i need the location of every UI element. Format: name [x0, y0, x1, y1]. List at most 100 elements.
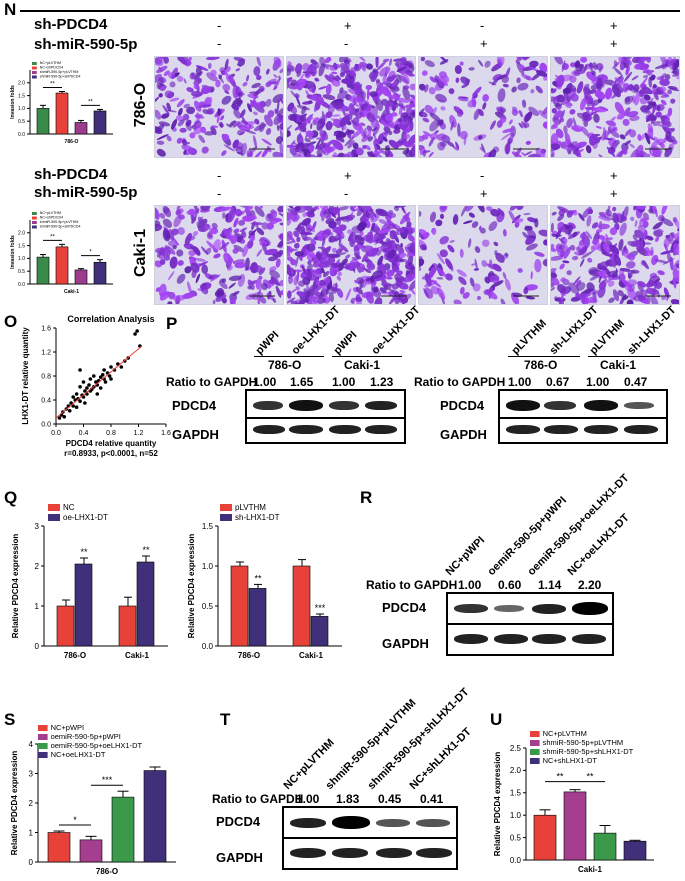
- legend-swatch: [32, 225, 37, 229]
- p-right-ratio-label: Ratio to GAPDH: [414, 375, 506, 389]
- y-label: Relative PDCD4 expression: [10, 751, 19, 856]
- sig-label: *: [89, 250, 92, 256]
- n-row-label-shmir-top: sh-miR-590-5p: [34, 36, 138, 53]
- band: [624, 425, 658, 434]
- data-point: [107, 374, 112, 378]
- p-right-row-gapdh: GAPDH: [440, 427, 487, 442]
- y-tick-label: 1.5: [510, 789, 522, 798]
- legend-swatch: [32, 75, 37, 79]
- n-sign-5b: -: [217, 186, 222, 201]
- band: [376, 819, 410, 827]
- micrograph-texture: [155, 206, 283, 304]
- panel-label-n: N: [4, 0, 17, 19]
- sig-label: ***: [102, 775, 113, 785]
- p-right-ratio-2: 0.67: [546, 375, 570, 389]
- legend-label: sh-LHX1-DT: [235, 513, 280, 522]
- band: [290, 848, 326, 858]
- x-tick-label: 1.2: [134, 430, 144, 437]
- legend-label: shmiR-590-5p+shLHX1-DT: [543, 747, 634, 756]
- y-tick-label: 1.5: [202, 522, 214, 531]
- data-point: [119, 365, 124, 369]
- legend-swatch: [38, 743, 48, 749]
- legend-swatch: [48, 504, 60, 511]
- legend-label: oe-LHX1-DT: [63, 513, 108, 522]
- data-point: [83, 389, 87, 393]
- n-sign-8a: +: [610, 168, 618, 183]
- chart-q-oe: 0 1 2 3 ** 786-O ** Caki-1 Relative PDCD4 expres…: [11, 503, 168, 660]
- stat-label: r=0.8933, p<0.0001, n=52: [64, 449, 158, 458]
- band: [572, 634, 606, 644]
- legend-swatch: [530, 749, 540, 755]
- p-left-row-pdcd4: PDCD4: [172, 398, 217, 413]
- y-tick-label: 3: [35, 522, 40, 531]
- n-row-label-shmir-bottom: sh-miR-590-5p: [34, 184, 138, 201]
- y-tick-label: 0: [29, 858, 34, 867]
- band: [253, 425, 285, 434]
- p-left-blot: [245, 389, 406, 444]
- band: [365, 425, 397, 434]
- sig-label: ***: [315, 603, 326, 613]
- sig-label: **: [556, 772, 564, 782]
- micrograph-786o-3: [418, 56, 548, 158]
- bar-3: [111, 796, 135, 863]
- r-lane-2: oemiR-590-5p+pWPI: [485, 494, 569, 578]
- p-left-group-line-2: [332, 356, 402, 357]
- t-ratio-label: Ratio to GAPDH: [212, 792, 304, 806]
- panel-label-q: Q: [4, 488, 18, 507]
- n-sign-1a: -: [217, 18, 222, 33]
- t-ratio-1: 1.00: [296, 792, 320, 806]
- band: [416, 819, 450, 827]
- x-tick-label: 786-O: [238, 651, 260, 660]
- t-ratio-2: 1.83: [336, 792, 360, 806]
- data-point: [67, 409, 72, 413]
- p-left-ratio-1: 1.00: [253, 375, 277, 389]
- p-left-group-786o: 786-O: [268, 358, 302, 372]
- p-right-ratio-1: 1.00: [508, 375, 532, 389]
- x-label: PDCD4 relative quantity: [66, 439, 157, 448]
- legend-swatch: [38, 752, 48, 758]
- micrograph-786o-2: [286, 56, 416, 158]
- r-blot: [446, 592, 614, 656]
- data-point: [74, 405, 79, 409]
- p-right-lane-3: pLVTHM: [587, 317, 627, 357]
- micrograph-caki-4: [550, 205, 680, 305]
- data-point: [102, 368, 106, 372]
- p-right-group-786o: 786-O: [524, 358, 558, 372]
- p-left-lane-1: pWPI: [253, 329, 282, 357]
- band: [289, 400, 323, 411]
- p-left-lane-3: pWPI: [331, 329, 360, 357]
- bar-NC-Caki-1: [118, 605, 137, 647]
- n-cell-label-caki: Caki-1: [132, 228, 149, 278]
- data-point: [98, 386, 103, 390]
- bar-pLVTHM-Caki-1: [292, 565, 311, 647]
- chart-o-correlation: Correlation Analysis 0.0 0.4 0.8 1.2 1.6 0.0 0.…: [21, 314, 171, 458]
- x-tick-label: Caki-1: [125, 651, 150, 660]
- p-right-ratio-4: 0.47: [624, 375, 648, 389]
- x-tick-label: 786-O: [64, 651, 86, 660]
- micrograph-786o-4: [550, 56, 680, 158]
- y-tick-label: 1.0: [510, 811, 522, 820]
- micrograph-caki-1: [154, 205, 284, 305]
- bar-2: [55, 92, 69, 135]
- bar-1: [36, 108, 50, 135]
- n-sign-8b: +: [610, 186, 618, 201]
- y-tick-label: 1: [35, 602, 40, 611]
- micrograph-texture: [551, 57, 679, 157]
- x-tick-label: 0.0: [51, 430, 61, 437]
- r-ratio-4: 2.20: [578, 578, 602, 592]
- data-point: [71, 404, 75, 408]
- p-right-row-pdcd4: PDCD4: [440, 398, 485, 413]
- bar-sh-LHX1-DT-Caki-1: [310, 616, 329, 647]
- p-left-lane-4: oe-LHX1-DT: [369, 304, 423, 357]
- p-left-ratio-2: 1.65: [290, 375, 314, 389]
- n-sign-4a: +: [610, 18, 618, 33]
- data-point: [81, 380, 86, 384]
- y-tick-label: 0.5: [18, 119, 25, 125]
- data-point: [112, 368, 117, 372]
- blot-divider: [500, 417, 666, 419]
- y-label: Invasion folds: [10, 85, 16, 119]
- band: [289, 425, 323, 434]
- y-label: Invasion folds: [10, 235, 16, 269]
- sig-label: **: [88, 99, 93, 105]
- data-point: [98, 375, 103, 379]
